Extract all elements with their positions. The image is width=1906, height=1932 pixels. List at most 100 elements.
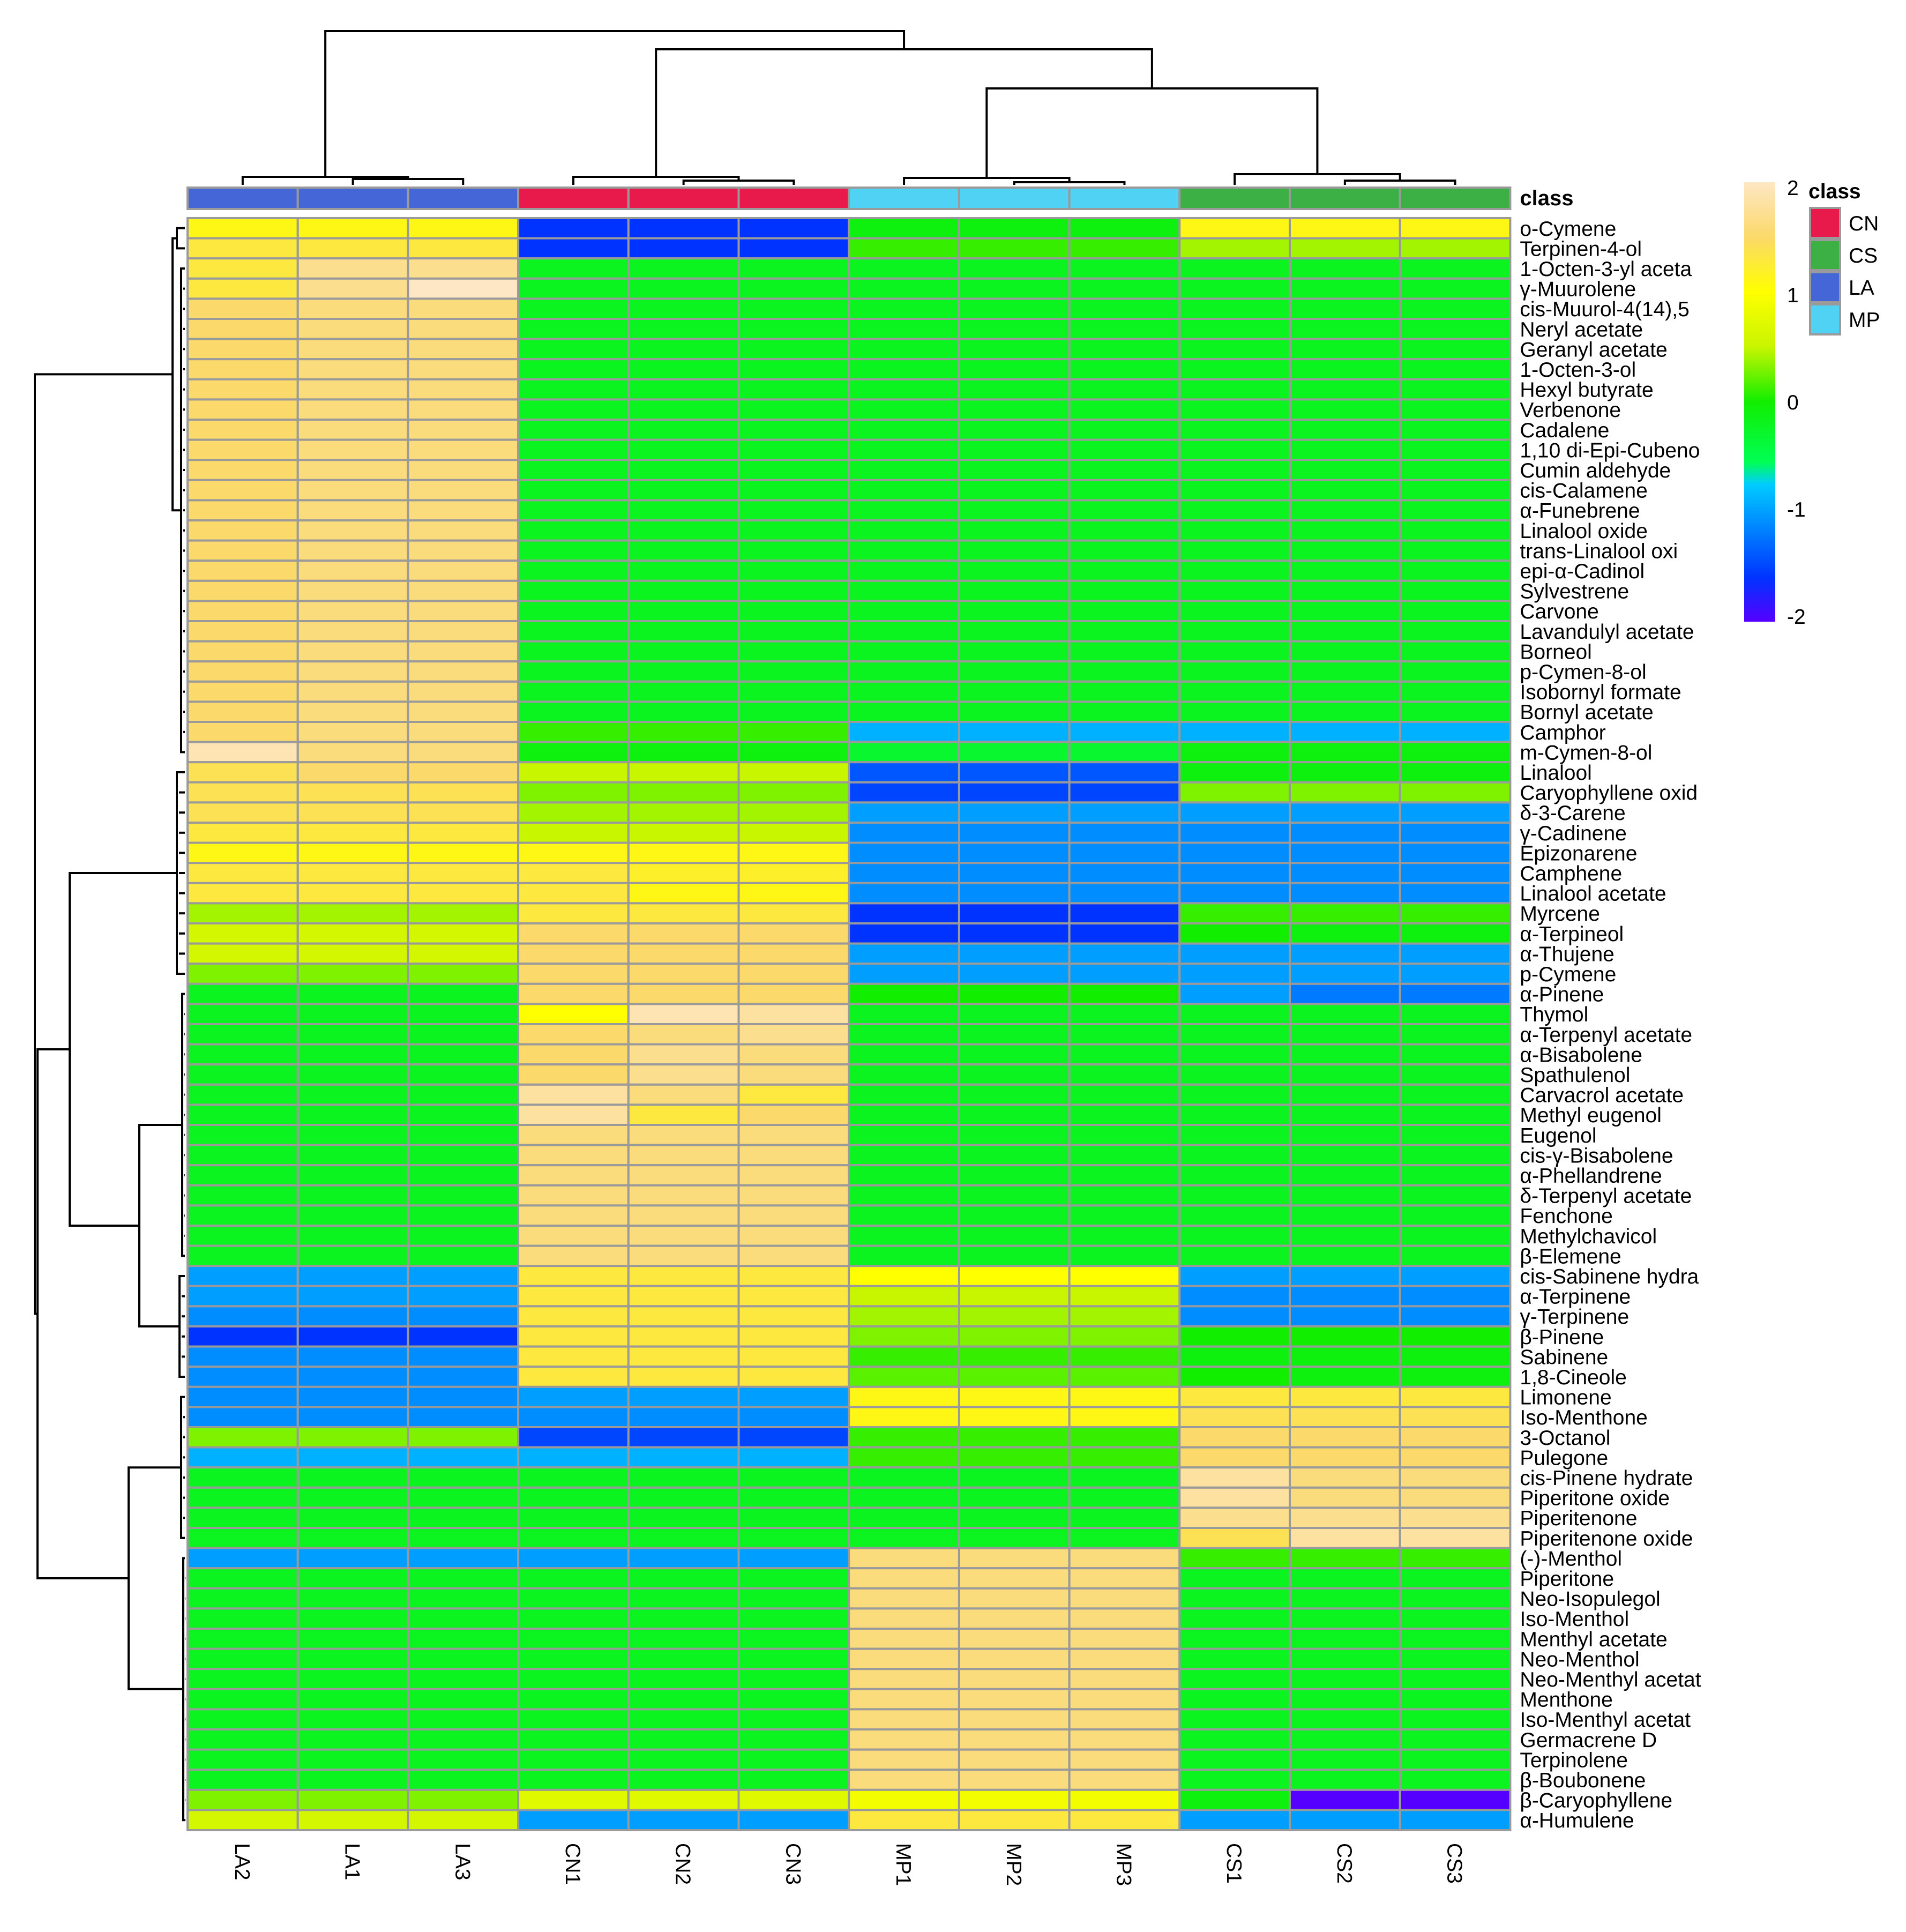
heatmap-cell xyxy=(737,1647,850,1670)
heatmap-cell xyxy=(1289,600,1401,623)
heatmap-cell xyxy=(1068,660,1181,683)
heatmap-cell xyxy=(1289,1265,1401,1287)
heatmap-cell xyxy=(1289,1748,1401,1771)
heatmap-cell xyxy=(1289,1103,1401,1126)
heatmap-cell xyxy=(627,1285,740,1308)
heatmap-cell xyxy=(737,680,850,703)
row-dendrogram-link xyxy=(36,1048,129,1579)
heatmap-cell xyxy=(1068,1769,1181,1791)
heatmap-cell xyxy=(407,700,520,723)
heatmap-cell xyxy=(958,1748,1071,1771)
heatmap-cell xyxy=(737,761,850,784)
heatmap-cell xyxy=(296,781,409,804)
heatmap-cell xyxy=(296,822,409,844)
heatmap-cell xyxy=(407,822,520,844)
heatmap-cell xyxy=(1289,942,1401,965)
heatmap-cell xyxy=(186,1406,299,1428)
heatmap-cell xyxy=(848,1647,960,1670)
heatmap-cell xyxy=(1289,1728,1401,1751)
heatmap-cell xyxy=(1289,922,1401,945)
heatmap-cell xyxy=(737,1003,850,1026)
row-dendrogram-link xyxy=(178,1275,185,1378)
heatmap-cell xyxy=(1399,680,1512,703)
heatmap-cell xyxy=(627,1184,740,1207)
heatmap-cell xyxy=(1068,1144,1181,1167)
heatmap-cell xyxy=(1178,378,1291,401)
heatmap-cell xyxy=(737,1587,850,1610)
heatmap-cell xyxy=(1178,1385,1291,1408)
heatmap-cell xyxy=(627,982,740,1005)
heatmap-cell xyxy=(958,1788,1071,1811)
heatmap-cell xyxy=(407,1265,520,1287)
heatmap-cell xyxy=(958,982,1071,1005)
heatmap-cell xyxy=(958,640,1071,663)
heatmap-cell xyxy=(848,761,960,784)
row-label: Neo-Isopulegol xyxy=(1520,1588,1660,1611)
heatmap-cell xyxy=(848,822,960,844)
heatmap-cell xyxy=(848,1164,960,1187)
heatmap-cell xyxy=(1068,419,1181,441)
heatmap-cell xyxy=(1289,1043,1401,1066)
heatmap-cell xyxy=(627,378,740,401)
heatmap-cell xyxy=(1068,982,1181,1005)
heatmap-cell xyxy=(296,398,409,421)
heatmap-cell xyxy=(848,1043,960,1066)
row-label: Methylchavicol xyxy=(1520,1225,1657,1248)
heatmap-cell xyxy=(1289,1184,1401,1207)
heatmap-cell xyxy=(1289,358,1401,381)
heatmap-cell xyxy=(186,620,299,643)
heatmap-cell xyxy=(407,1225,520,1247)
heatmap-cell xyxy=(1289,1567,1401,1590)
heatmap-cell xyxy=(517,600,630,623)
heatmap-cell xyxy=(737,519,850,542)
heatmap-cell xyxy=(517,1184,630,1207)
heatmap-cell xyxy=(1399,459,1512,481)
heatmap-cell xyxy=(1068,1788,1181,1811)
column-label: LA2 xyxy=(230,1843,253,1880)
row-label: Linalool oxide xyxy=(1520,520,1648,543)
heatmap-cell xyxy=(848,1708,960,1730)
heatmap-cell xyxy=(296,277,409,300)
heatmap-cell xyxy=(958,1426,1071,1449)
heatmap-cell xyxy=(1068,499,1181,522)
heatmap-cell xyxy=(1289,1486,1401,1509)
heatmap-cell xyxy=(1178,1506,1291,1529)
heatmap-cell xyxy=(627,922,740,945)
heatmap-cell xyxy=(737,1184,850,1207)
heatmap-cell xyxy=(737,237,850,260)
heatmap-cell xyxy=(958,1023,1071,1046)
heatmap-cell xyxy=(296,1325,409,1348)
heatmap-cell xyxy=(848,1628,960,1650)
heatmap-cell xyxy=(1399,378,1512,401)
heatmap-cell xyxy=(296,1366,409,1388)
row-label: o-Cymene xyxy=(1520,218,1616,241)
heatmap-cell xyxy=(627,1305,740,1327)
heatmap-cell xyxy=(1399,1406,1512,1428)
heatmap-cell xyxy=(407,1325,520,1348)
heatmap-cell xyxy=(1399,1204,1512,1227)
row-label: Iso-Menthone xyxy=(1520,1406,1647,1429)
class-legend-label: CN xyxy=(1849,212,1879,235)
heatmap-cell xyxy=(296,560,409,582)
heatmap-cell xyxy=(627,721,740,743)
heatmap-cell xyxy=(1399,1426,1512,1449)
heatmap-cell xyxy=(848,781,960,804)
heatmap-cell xyxy=(958,1325,1071,1348)
heatmap-cell xyxy=(627,1506,740,1529)
heatmap-cell xyxy=(627,1547,740,1570)
heatmap-cell xyxy=(1068,1668,1181,1690)
heatmap-cell xyxy=(737,620,850,643)
heatmap-cell xyxy=(627,1628,740,1650)
heatmap-cell xyxy=(517,1567,630,1590)
heatmap-cell xyxy=(848,1305,960,1327)
heatmap-cell xyxy=(1068,841,1181,864)
heatmap-cell xyxy=(627,237,740,260)
heatmap-cell xyxy=(737,338,850,361)
heatmap-cell xyxy=(737,801,850,824)
heatmap-cell xyxy=(737,1043,850,1066)
color-scale-tick: 1 xyxy=(1787,284,1799,307)
heatmap-cell xyxy=(1289,419,1401,441)
heatmap-cell xyxy=(296,237,409,260)
heatmap-cell xyxy=(1289,1587,1401,1610)
heatmap-cell xyxy=(1178,1647,1291,1670)
